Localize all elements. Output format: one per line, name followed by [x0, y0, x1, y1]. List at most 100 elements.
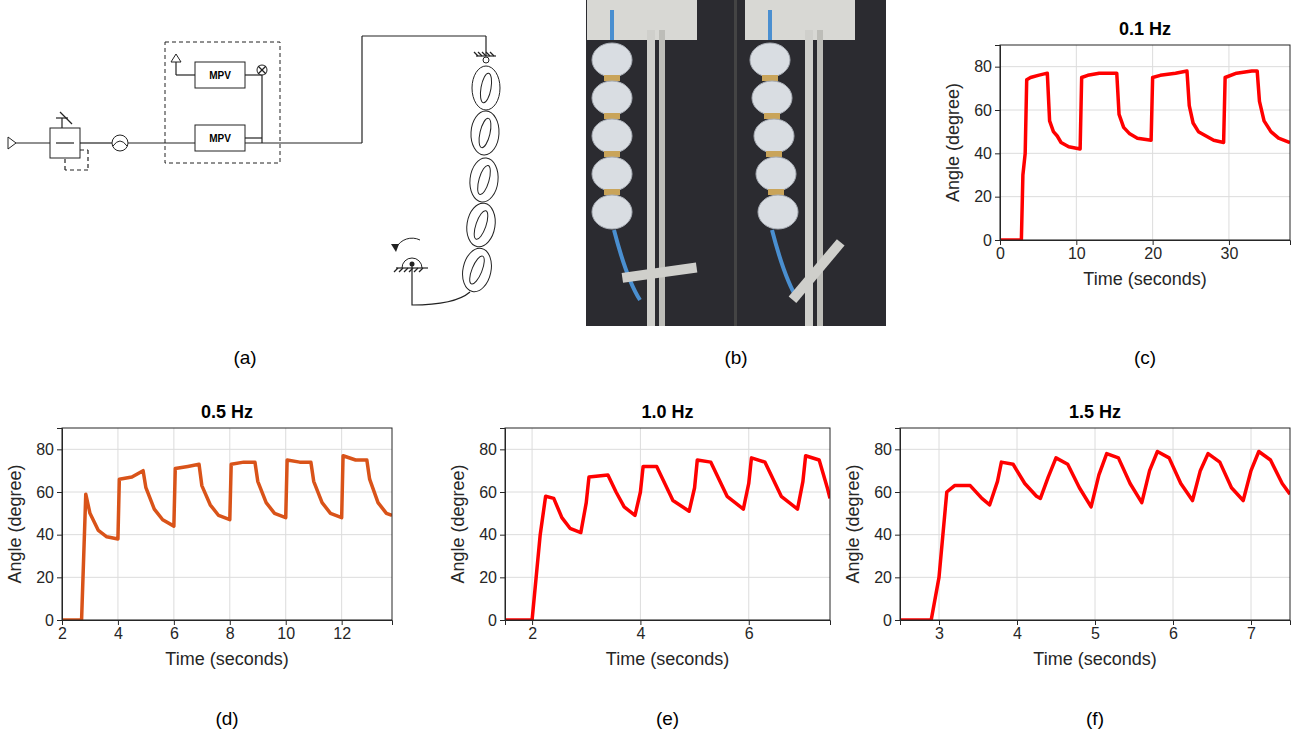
panel-label: (a) — [233, 347, 256, 368]
diagram-line — [478, 52, 482, 56]
photo-joint — [604, 151, 620, 157]
x-tick: 6 — [1169, 620, 1178, 642]
x-tick: 30 — [1221, 240, 1239, 262]
grid-line-x — [748, 428, 749, 620]
x-tick-label: 7 — [1247, 625, 1256, 642]
x-tick: 10 — [277, 620, 295, 642]
diagram-chamber — [464, 201, 499, 249]
grid — [1000, 45, 1290, 240]
diagram-gauge-arc — [113, 141, 127, 146]
x-tick-mark — [286, 620, 287, 625]
diagram-joint — [483, 57, 489, 63]
y-axis: 020406080 — [874, 429, 900, 629]
photo-bead — [754, 119, 794, 153]
y-tick-mark — [895, 620, 900, 621]
grid — [505, 428, 830, 620]
y-axis-line — [895, 429, 901, 621]
diagram-line — [245, 142, 362, 143]
photo-joint — [762, 75, 778, 81]
grid-line-x — [229, 428, 230, 620]
x-tick-mark — [1173, 620, 1174, 625]
y-axis-title: Angle (degree) — [448, 464, 468, 583]
diagram-valve — [195, 125, 245, 151]
x-tick-mark — [640, 620, 641, 625]
x-axis-line — [901, 621, 1291, 626]
photo-bead — [592, 81, 632, 115]
diagram-chamber — [472, 66, 500, 110]
x-axis: 246 — [506, 620, 831, 642]
y-tick-label: 80 — [479, 441, 497, 458]
y-tick: 40 — [479, 526, 505, 543]
x-tick-label: 2 — [58, 625, 67, 642]
diagram-tube — [412, 266, 470, 305]
x-tick-mark — [342, 620, 343, 625]
diagram-plug — [257, 65, 267, 75]
diagram-chamber — [459, 246, 496, 295]
marks — [1000, 71, 1290, 240]
y-tick: 0 — [45, 612, 62, 629]
grid-line-x — [640, 428, 641, 620]
x-axis: 0102030 — [996, 240, 1290, 262]
diagram-line — [394, 268, 398, 272]
y-axis-title: Angle (degree) — [943, 83, 963, 202]
photo-bead — [758, 195, 798, 229]
photo-mount — [745, 0, 855, 40]
y-tick-mark — [57, 449, 62, 450]
diagram-line — [490, 52, 494, 56]
x-axis-line — [1001, 241, 1291, 246]
plot-background — [1000, 45, 1290, 240]
diagram-chamber-inner — [477, 117, 493, 148]
x-tick-label: 10 — [277, 625, 295, 642]
y-tick-mark — [895, 449, 900, 450]
plot-background — [62, 428, 392, 620]
y-tick: 20 — [974, 188, 1000, 205]
photo-joint — [604, 75, 620, 81]
diagram-line — [65, 169, 88, 170]
y-tick: 20 — [479, 569, 505, 586]
y-tick-mark — [57, 492, 62, 493]
photo-joint — [604, 189, 620, 195]
x-tick: 8 — [226, 620, 235, 642]
plot-frame — [505, 428, 830, 620]
data-line — [505, 456, 830, 620]
photo-mount — [587, 0, 697, 40]
photo-background — [586, 0, 886, 326]
x-tick-mark — [749, 620, 750, 625]
diagram-rotation — [396, 238, 420, 248]
x-tick-mark — [1017, 620, 1018, 625]
x-tick-mark — [1076, 240, 1077, 245]
data-line — [1000, 71, 1290, 240]
x-axis-title: Time (seconds) — [1083, 269, 1206, 289]
x-tick-mark — [1095, 620, 1096, 625]
y-tick-label: 0 — [883, 612, 892, 629]
diagram-line — [261, 75, 262, 138]
grid-line-y — [62, 577, 392, 578]
y-tick-mark — [57, 535, 62, 536]
y-tick-label: 40 — [36, 526, 54, 543]
valve-label: MPV — [209, 70, 231, 81]
grid-line-x — [532, 428, 533, 620]
y-axis: 020406080 — [479, 429, 505, 629]
x-tick-label: 10 — [1068, 245, 1086, 262]
grid-line-y — [900, 449, 1290, 450]
y-tick-label: 60 — [479, 484, 497, 501]
x-axis: 34567 — [901, 620, 1291, 642]
chart: 2460204060801.0 HzTime (seconds)Angle (d… — [448, 402, 831, 669]
plot-background — [900, 428, 1290, 620]
diagram-line — [175, 62, 176, 75]
diagram-line — [80, 142, 112, 143]
diagram-line — [128, 142, 195, 143]
diagram-line — [399, 268, 403, 272]
x-tick-label: 6 — [170, 625, 179, 642]
x-tick: 20 — [1144, 240, 1162, 262]
y-tick: 80 — [479, 441, 505, 458]
x-tick-mark — [532, 620, 533, 625]
photo-bead — [592, 43, 632, 77]
y-tick: 40 — [36, 526, 62, 543]
diagram-line — [409, 268, 413, 272]
photo-bar — [647, 30, 655, 326]
grid-line-x — [1076, 45, 1077, 240]
plot-background — [505, 428, 830, 620]
grid-line-x — [1251, 428, 1252, 620]
y-axis-line — [57, 429, 63, 621]
